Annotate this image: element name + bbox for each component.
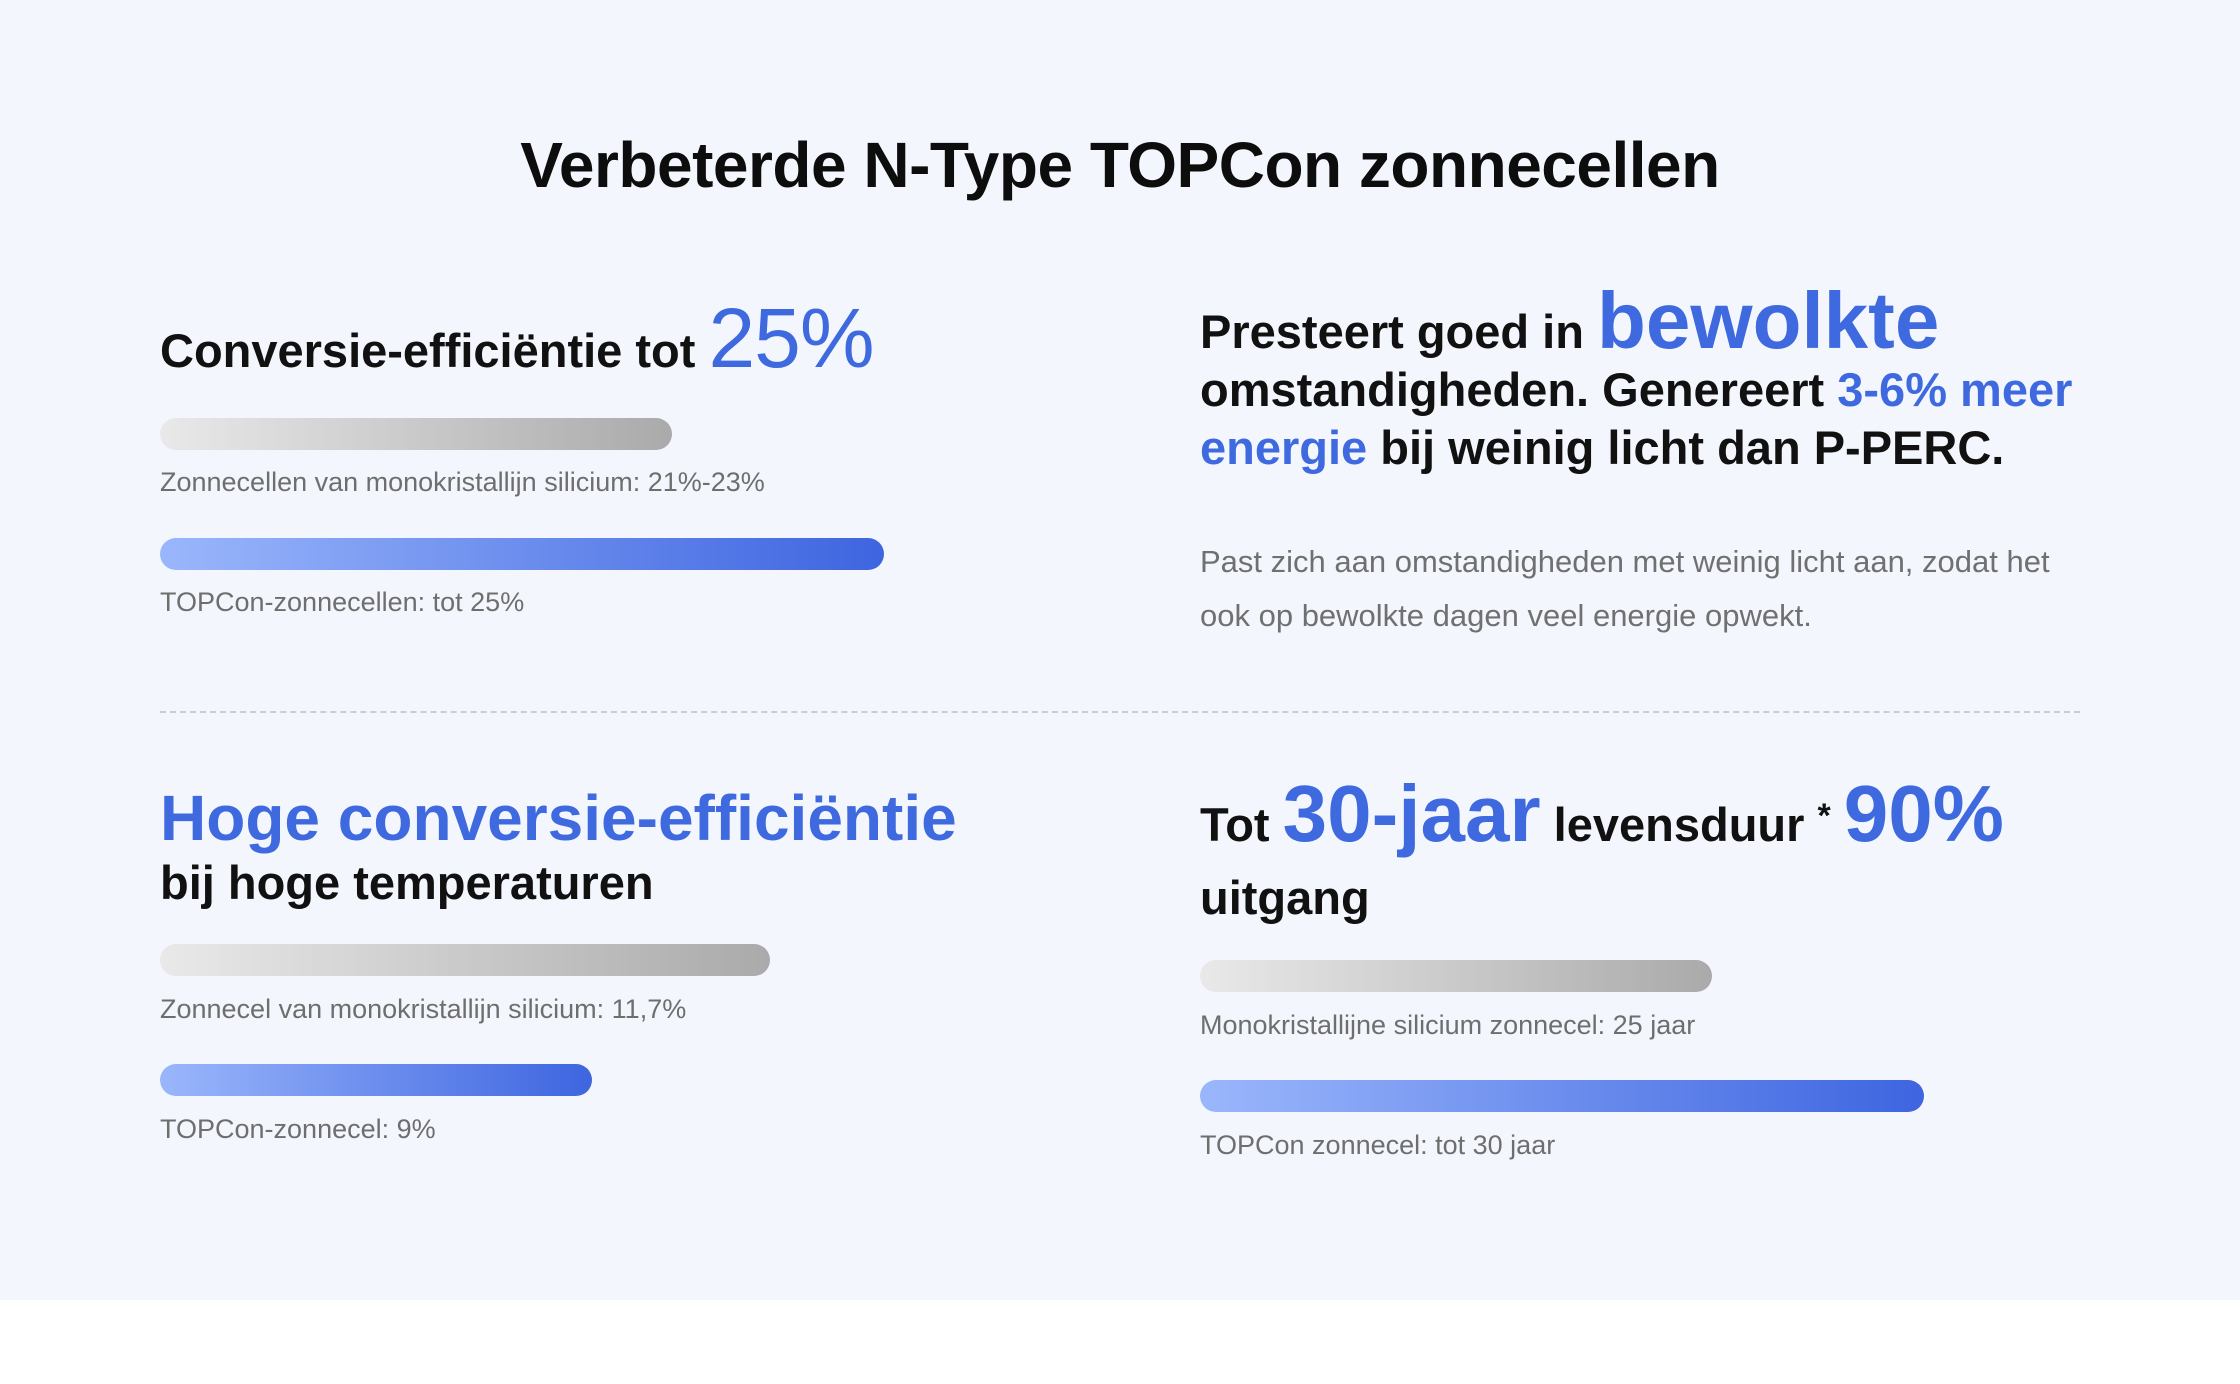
cloudy-heading-suffix: bij weinig licht dan P-PERC. bbox=[1367, 421, 2005, 474]
topcon-lifespan-label: TOPCon zonnecel: tot 30 jaar bbox=[1200, 1130, 1556, 1160]
mono-temperature-label: Zonnecel van monokristallijn silicium: 1… bbox=[160, 994, 687, 1024]
cloudy-highlight: bewolkte bbox=[1597, 276, 1940, 365]
cloudy-heading-mid: omstandigheden. Genereert bbox=[1200, 363, 1838, 416]
infographic-panel: Verbeterde N-Type TOPCon zonnecellen Con… bbox=[0, 0, 2240, 1300]
mono-efficiency-bar bbox=[160, 418, 672, 450]
cloudy-highlight-2: 3-6% meer energie bbox=[1200, 363, 2073, 474]
cloudy-heading-prefix: Presteert goed in bbox=[1200, 305, 1597, 358]
lifespan-highlight-2: 90% bbox=[1843, 769, 2004, 858]
lifespan-subheading: uitgang bbox=[1200, 871, 1370, 924]
page-title: Verbeterde N-Type TOPCon zonnecellen bbox=[520, 129, 1720, 201]
cloudy-description: Past zich aan omstandigheden met weinig … bbox=[1200, 544, 2050, 633]
lifespan-heading: Tot 30-jaar levensduur * 90% bbox=[1200, 774, 2004, 854]
efficiency-heading-text: Conversie-efficiëntie tot bbox=[160, 324, 709, 377]
lifespan-heading-prefix: Tot bbox=[1200, 798, 1283, 851]
temperature-heading: Hoge conversie-efficiëntie bbox=[160, 782, 957, 854]
topcon-efficiency-bar bbox=[160, 538, 884, 570]
mono-efficiency-label: Zonnecellen van monokristallijn silicium… bbox=[160, 467, 765, 497]
mono-lifespan-bar bbox=[1200, 960, 1712, 992]
lifespan-heading-mid: levensduur bbox=[1540, 798, 1818, 851]
efficiency-highlight: 25% bbox=[708, 291, 874, 385]
efficiency-heading: Conversie-efficiëntie tot 25% bbox=[160, 290, 875, 387]
temperature-subheading: bij hoge temperaturen bbox=[160, 856, 654, 909]
topcon-efficiency-label: TOPCon-zonnecellen: tot 25% bbox=[160, 587, 525, 617]
section-divider bbox=[160, 711, 2080, 713]
mono-lifespan-label: Monokristallijne silicium zonnecel: 25 j… bbox=[1200, 1010, 1696, 1040]
topcon-temperature-label: TOPCon-zonnecel: 9% bbox=[160, 1114, 436, 1144]
lifespan-asterisk: * bbox=[1817, 797, 1831, 835]
cloudy-heading: Presteert goed in bewolkte omstandighede… bbox=[1200, 281, 2100, 477]
topcon-temperature-bar bbox=[160, 1064, 592, 1096]
mono-temperature-bar bbox=[160, 944, 770, 976]
lifespan-highlight: 30-jaar bbox=[1282, 769, 1541, 858]
topcon-lifespan-bar bbox=[1200, 1080, 1924, 1112]
